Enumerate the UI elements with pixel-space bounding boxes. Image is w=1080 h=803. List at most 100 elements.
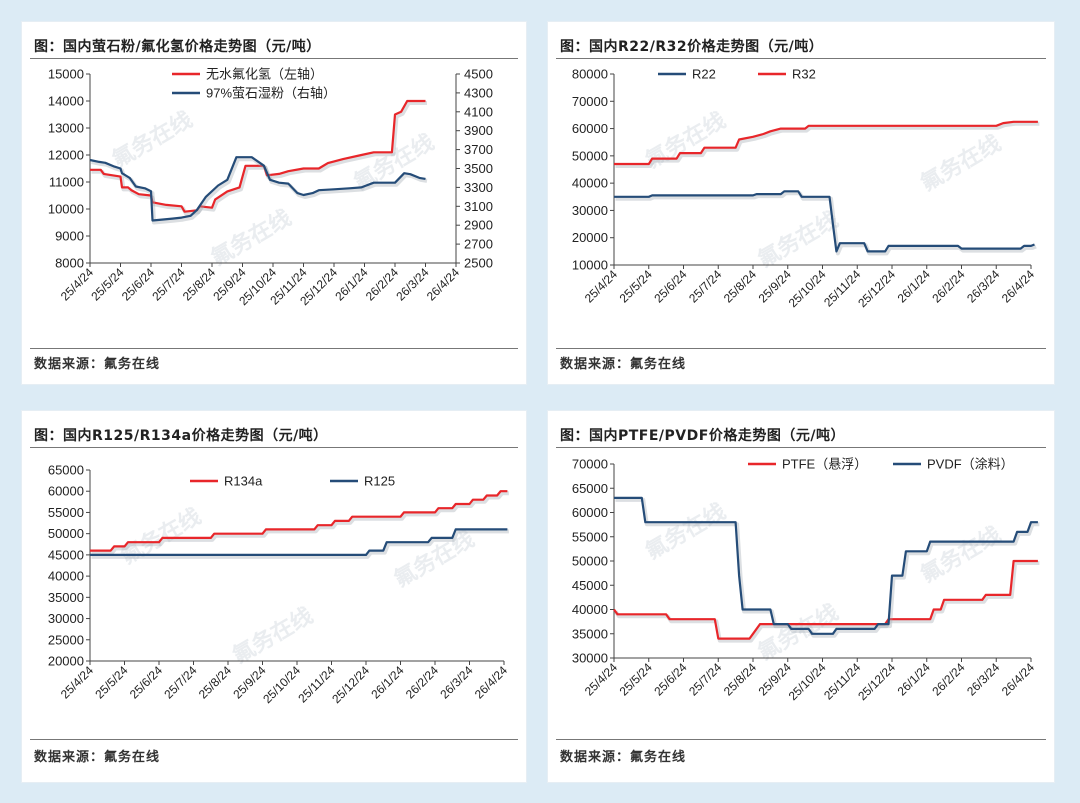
- x-tick-label: 25/5/24: [88, 265, 126, 303]
- line-chart-fluorspar-hf: 氟务在线氟务在线氟务在线8000900010000110001200013000…: [48, 67, 493, 309]
- x-tick-label: 26/2/24: [929, 267, 967, 305]
- watermark: 氟务在线: [108, 106, 197, 173]
- watermark: 氟务在线: [641, 498, 730, 565]
- series-shadow: [91, 529, 509, 559]
- y-tick-label: 20000: [48, 654, 84, 669]
- y-tick-label: 9000: [55, 229, 84, 244]
- x-tick-label: 25/10/24: [786, 267, 829, 310]
- y-tick-label: 65000: [48, 463, 84, 478]
- x-tick-label: 25/5/24: [92, 663, 130, 701]
- x-tick-label: 26/4/24: [999, 267, 1037, 305]
- y-tick-label: 14000: [48, 94, 84, 109]
- chart-title: 图：国内R125/R134a价格走势图（元/吨）: [34, 428, 328, 444]
- chart-panel-r125-r134a: 图：国内R125/R134a价格走势图（元/吨） 氟务在线 氟务在线 氟务在线 200…: [22, 411, 526, 782]
- series-line-1: [90, 528, 508, 556]
- y-tick-label: 11000: [49, 175, 84, 190]
- title-divider: [30, 447, 518, 448]
- x-tick-label: 25/7/24: [686, 660, 724, 698]
- y-tick-label: 60000: [48, 484, 84, 499]
- y-tick-label: 13000: [48, 121, 84, 136]
- watermark: 氟务在线: [916, 130, 1005, 197]
- y-tick-label: 70000: [572, 457, 608, 472]
- y-tick-label: 30000: [572, 651, 608, 666]
- x-tick-label: 25/5/24: [617, 267, 655, 305]
- source-divider: [30, 348, 518, 349]
- watermark: 氟务在线: [754, 207, 843, 274]
- y-tick-label: 65000: [572, 481, 608, 496]
- y2-tick-label: 3100: [464, 199, 493, 214]
- x-tick-label: 25/12/24: [329, 663, 372, 706]
- x-tick-label: 25/8/24: [180, 265, 218, 303]
- y-tick-label: 30000: [572, 203, 608, 218]
- x-tick-label: 26/3/24: [964, 660, 1002, 698]
- y2-tick-label: 3900: [464, 123, 493, 138]
- watermark: 氟务在线: [228, 603, 317, 670]
- title-divider: [556, 58, 1046, 59]
- data-source: 数据来源：氟务在线: [560, 357, 687, 372]
- x-tick-label: 25/12/24: [855, 267, 898, 310]
- y-tick-label: 35000: [572, 626, 608, 641]
- x-tick-label: 25/6/24: [119, 265, 157, 303]
- data-source: 数据来源：氟务在线: [560, 750, 687, 765]
- legend-label: R22: [692, 67, 716, 82]
- x-tick-label: 25/4/24: [582, 660, 620, 698]
- series-shadow: [91, 491, 509, 555]
- x-tick-label: 26/3/24: [964, 267, 1002, 305]
- series-shadow: [615, 121, 1040, 168]
- x-tick-label: 25/6/24: [127, 663, 165, 701]
- watermark: 氟务在线: [116, 503, 205, 570]
- y-tick-label: 40000: [48, 569, 84, 584]
- source-divider: [30, 739, 518, 740]
- watermark: 氟务在线: [916, 522, 1005, 589]
- chart-title: 图：国内萤石粉/氟化氢价格走势图（元/吨）: [34, 39, 321, 55]
- y-tick-label: 40000: [572, 602, 608, 617]
- line-chart-r22-r32: 氟务在线氟务在线氟务在线1000020000300004000050000600…: [572, 67, 1040, 310]
- x-tick-label: 25/4/24: [58, 663, 96, 701]
- series-line-0: [614, 190, 1035, 253]
- x-tick-label: 25/10/24: [260, 663, 303, 706]
- legend-label: R125: [364, 474, 395, 489]
- x-tick-label: 26/3/24: [393, 265, 431, 303]
- series-shadow: [615, 497, 1040, 638]
- x-tick-label: 26/1/24: [895, 267, 933, 305]
- series-line-1: [614, 120, 1038, 166]
- y-tick-label: 50000: [48, 526, 84, 541]
- x-tick-label: 26/3/24: [437, 663, 475, 701]
- legend-label: 无水氟化氢（左轴）: [206, 67, 323, 82]
- y2-tick-label: 4500: [464, 67, 493, 82]
- x-tick-label: 25/7/24: [686, 267, 724, 305]
- series-line-0: [90, 99, 426, 213]
- x-tick-label: 25/10/24: [786, 660, 829, 703]
- watermark: 氟务在线: [641, 107, 730, 174]
- y2-tick-label: 3700: [464, 142, 493, 157]
- x-tick-label: 26/1/24: [332, 265, 370, 303]
- y-tick-label: 50000: [572, 148, 608, 163]
- y-tick-label: 12000: [48, 148, 84, 163]
- y-tick-label: 10000: [48, 202, 84, 217]
- x-tick-label: 26/1/24: [895, 660, 933, 698]
- series-line-0: [90, 490, 508, 552]
- x-tick-label: 25/6/24: [651, 660, 689, 698]
- line-chart-ptfe-pvdf: 氟务在线氟务在线氟务在线3000035000400004500050000550…: [572, 457, 1040, 703]
- watermark: 氟务在线: [390, 526, 479, 593]
- legend-label: R32: [792, 67, 816, 82]
- chart-title: 图：国内R22/R32价格走势图（元/吨）: [560, 39, 824, 55]
- x-tick-label: 26/4/24: [999, 660, 1037, 698]
- x-tick-label: 26/1/24: [368, 663, 406, 701]
- x-tick-label: 26/4/24: [424, 265, 462, 303]
- y-tick-label: 10000: [572, 258, 608, 273]
- y-tick-label: 60000: [572, 121, 608, 136]
- y2-tick-label: 3500: [464, 161, 493, 176]
- y-tick-label: 45000: [48, 547, 84, 562]
- y-tick-label: 35000: [48, 590, 84, 605]
- x-tick-label: 25/12/24: [855, 660, 898, 703]
- source-divider: [556, 739, 1046, 740]
- legend-label: 97%萤石湿粉（右轴）: [206, 86, 336, 101]
- title-divider: [556, 447, 1046, 448]
- y2-tick-label: 4300: [464, 85, 493, 100]
- x-tick-label: 26/2/24: [363, 265, 401, 303]
- series-line-0: [613, 559, 1038, 640]
- chart-panel-r22-r32: 图：国内R22/R32价格走势图（元/吨） 氟务在线 氟务在线 氟务在线 10000 2…: [548, 22, 1054, 384]
- y-tick-label: 30000: [48, 611, 84, 626]
- data-source: 数据来源：氟务在线: [34, 357, 161, 372]
